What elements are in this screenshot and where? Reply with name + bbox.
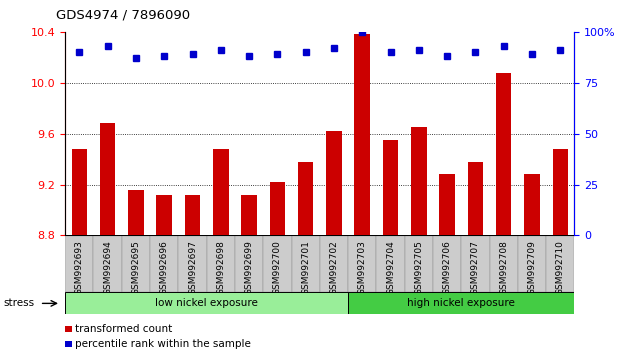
Bar xyxy=(355,34,370,235)
Bar xyxy=(71,149,87,235)
Text: GSM992709: GSM992709 xyxy=(527,240,537,295)
Bar xyxy=(128,190,143,235)
Bar xyxy=(383,140,398,235)
Text: GSM992693: GSM992693 xyxy=(75,240,84,295)
Bar xyxy=(405,235,433,292)
Bar xyxy=(122,235,150,292)
Bar xyxy=(546,235,574,292)
Bar xyxy=(553,149,568,235)
Bar xyxy=(326,131,342,235)
Text: GSM992695: GSM992695 xyxy=(132,240,140,295)
Bar xyxy=(156,195,172,235)
Text: GSM992699: GSM992699 xyxy=(245,240,253,295)
Bar xyxy=(150,235,178,292)
Text: GSM992703: GSM992703 xyxy=(358,240,367,295)
Text: GSM992706: GSM992706 xyxy=(443,240,451,295)
Bar xyxy=(518,235,546,292)
Bar xyxy=(496,73,512,235)
Text: GSM992710: GSM992710 xyxy=(556,240,564,295)
Bar xyxy=(433,235,461,292)
Text: high nickel exposure: high nickel exposure xyxy=(407,298,515,308)
Text: GDS4974 / 7896090: GDS4974 / 7896090 xyxy=(56,9,190,22)
Bar xyxy=(270,182,285,235)
Bar xyxy=(235,235,263,292)
Text: stress: stress xyxy=(3,298,34,308)
Text: GSM992694: GSM992694 xyxy=(103,240,112,295)
Bar xyxy=(348,235,376,292)
Bar xyxy=(65,235,94,292)
Text: GSM992700: GSM992700 xyxy=(273,240,282,295)
Text: GSM992697: GSM992697 xyxy=(188,240,197,295)
Bar xyxy=(65,292,348,314)
Bar xyxy=(411,127,427,235)
Bar xyxy=(461,235,489,292)
Text: GSM992708: GSM992708 xyxy=(499,240,508,295)
Text: GSM992705: GSM992705 xyxy=(414,240,424,295)
Text: GSM992701: GSM992701 xyxy=(301,240,310,295)
Text: transformed count: transformed count xyxy=(75,324,172,334)
Bar xyxy=(207,235,235,292)
Bar xyxy=(489,235,518,292)
Bar xyxy=(320,235,348,292)
Bar xyxy=(184,195,201,235)
Text: low nickel exposure: low nickel exposure xyxy=(155,298,258,308)
Bar xyxy=(242,195,257,235)
Bar xyxy=(376,235,405,292)
Bar xyxy=(468,162,483,235)
Text: GSM992698: GSM992698 xyxy=(216,240,225,295)
Text: GSM992704: GSM992704 xyxy=(386,240,395,295)
Text: GSM992707: GSM992707 xyxy=(471,240,480,295)
Bar xyxy=(178,235,207,292)
Bar xyxy=(94,235,122,292)
Text: GSM992702: GSM992702 xyxy=(330,240,338,295)
Bar xyxy=(524,175,540,235)
Bar xyxy=(263,235,291,292)
Bar xyxy=(291,235,320,292)
Bar xyxy=(298,162,314,235)
Bar xyxy=(348,292,574,314)
Bar xyxy=(213,149,229,235)
Text: percentile rank within the sample: percentile rank within the sample xyxy=(75,339,250,349)
Bar xyxy=(100,124,116,235)
Text: GSM992696: GSM992696 xyxy=(160,240,169,295)
Bar xyxy=(439,175,455,235)
